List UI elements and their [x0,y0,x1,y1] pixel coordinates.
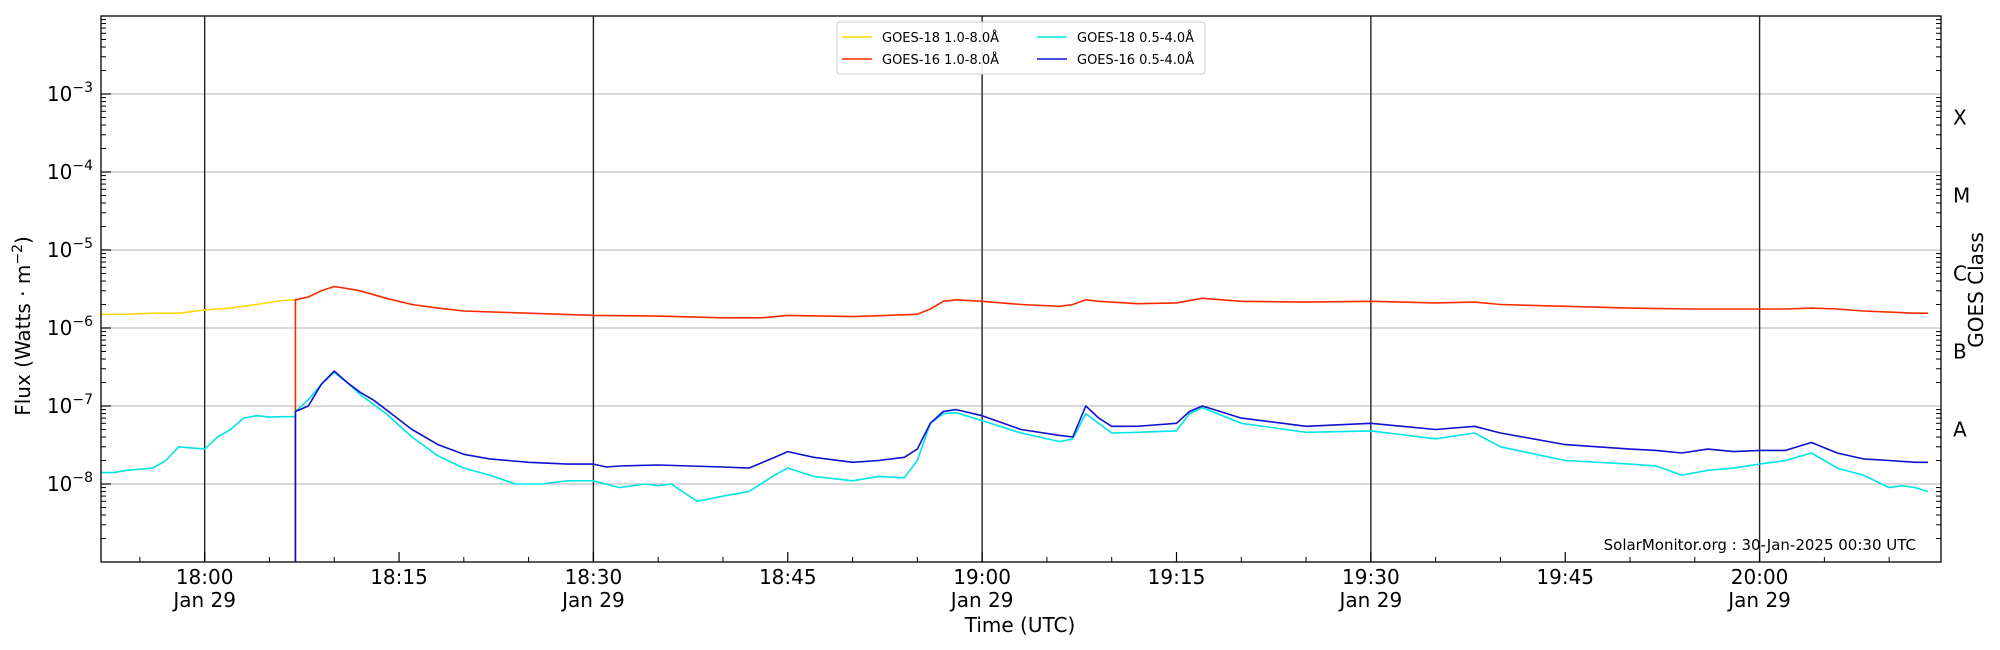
y-tick-base: 10 [47,472,72,496]
y-tick-exponent: −4 [72,158,93,174]
y-tick-label: 10−4 [47,158,93,184]
y-axis-label-main: Flux (Watts · m [11,265,35,416]
x-tick-label: 19:45 [1536,565,1594,589]
series-line-0 [101,299,296,316]
y-tick-base: 10 [47,238,72,262]
x-tick-date-label: Jan 29 [560,588,625,612]
legend-entry-label: GOES-18 1.0-8.0Å [882,30,999,46]
legend-entry-label: GOES-16 0.5-4.0Å [1077,52,1194,68]
goes-class-label: M [1953,183,1970,207]
x-tick-label: 19:00 [953,565,1011,589]
x-axis-label: Time (UTC) [964,613,1076,637]
x-tick-label: 18:00 [176,565,234,589]
right-axis-label: GOES Class [1964,232,1988,348]
goes-class-label: B [1953,339,1967,363]
plot-frame [100,15,1942,563]
x-tick-date-label: Jan 29 [1726,588,1791,612]
series-lines [101,285,1929,562]
y-tick-label: 10−7 [47,392,93,418]
legend-box [836,21,1206,75]
x-tick-label: 18:45 [759,565,817,589]
goes-class-label: C [1953,261,1967,285]
y-tick-exponent: −5 [72,236,93,252]
series-line-3 [294,370,1928,562]
y-axis-label-close: ) [11,236,35,244]
x-tick-label: 19:30 [1342,565,1400,589]
goes-class-label: A [1953,417,1967,441]
goes-class-labels: A B C M X [1953,105,1970,441]
y-tick-base: 10 [47,160,72,184]
series-line-2 [101,371,1929,503]
y-tick-label: 10−5 [47,236,93,262]
series-line-1 [294,285,1928,562]
x-tick-date-label: Jan 29 [171,588,236,612]
legend: GOES-18 1.0-8.0Å GOES-16 1.0-8.0Å GOES-18 … [836,21,1206,75]
axis-ticks [101,19,1941,562]
y-tick-labels: 10−810−710−610−510−410−3 [47,80,93,496]
y-tick-base: 10 [47,82,72,106]
goes-class-label: X [1953,105,1967,129]
y-tick-label: 10−3 [47,80,93,106]
x-tick-label: 19:15 [1148,565,1206,589]
y-tick-label: 10−8 [47,470,93,496]
x-tick-label: 20:00 [1731,565,1789,589]
y-tick-exponent: −6 [72,314,93,330]
x-tick-label: 18:15 [370,565,428,589]
y-tick-exponent: −8 [72,470,93,486]
x-tick-label: 18:30 [565,565,623,589]
y-tick-exponent: −7 [72,392,93,408]
legend-entry-label: GOES-16 1.0-8.0Å [882,52,999,68]
x-tick-date-label: Jan 29 [949,588,1014,612]
credit-text: SolarMonitor.org : 30-Jan-2025 00:30 UTC [1604,536,1916,554]
y-tick-base: 10 [47,316,72,340]
x-tick-date-label: Jan 29 [1338,588,1403,612]
grid-lines [101,16,1941,562]
legend-entry-label: GOES-18 0.5-4.0Å [1077,30,1194,46]
y-tick-base: 10 [47,394,72,418]
y-tick-label: 10−6 [47,314,93,340]
y-axis-label: Flux (Watts · m−2) [10,236,35,416]
y-axis-label-exponent: −2 [10,244,26,265]
y-tick-exponent: −3 [72,80,93,96]
